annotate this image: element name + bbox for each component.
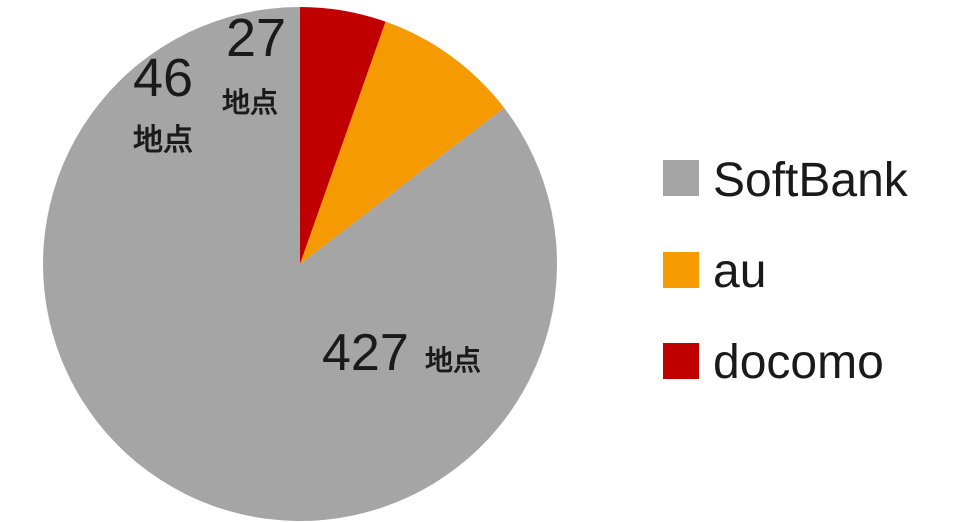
legend-swatch-au [663, 252, 699, 288]
slice-docomo [300, 7, 386, 264]
legend: SoftBank au docomo [663, 154, 909, 389]
data-label-softbank-value: 427 [322, 324, 409, 382]
slice-au [300, 21, 505, 265]
data-label-docomo-unit: 地点 [222, 86, 278, 119]
pie-slices [43, 7, 558, 521]
data-label-softbank-unit: 地点 [425, 344, 481, 377]
legend-item-au: au [663, 245, 766, 298]
legend-swatch-softbank [663, 160, 699, 196]
legend-label-au: au [713, 245, 766, 298]
data-label-docomo-value: 27 [226, 8, 286, 68]
legend-swatch-docomo [663, 343, 699, 379]
legend-item-softbank: SoftBank [663, 154, 909, 207]
slice-softbank [43, 7, 558, 521]
legend-item-docomo: docomo [663, 336, 884, 389]
data-label-au-value: 46 [133, 48, 193, 108]
legend-label-docomo: docomo [713, 336, 884, 389]
data-label-au-unit: 地点 [133, 123, 193, 158]
data-labels: 427 地点 46 地点 27 地点 [133, 8, 481, 382]
legend-label-softbank: SoftBank [713, 154, 909, 207]
